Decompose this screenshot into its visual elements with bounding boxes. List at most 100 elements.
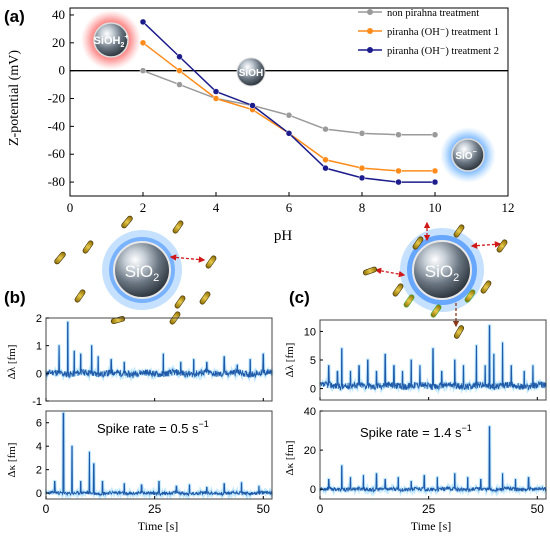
- svg-text:SiO2: SiO2: [425, 262, 459, 284]
- rod-particle: [453, 224, 465, 238]
- data-point: [395, 167, 402, 175]
- legend-marker: [367, 28, 373, 34]
- data-point: [395, 131, 402, 138]
- x-tick-label: 0: [67, 200, 74, 215]
- legend-marker: [367, 9, 373, 15]
- panel-a-label: (a): [4, 7, 25, 26]
- rod-particle: [403, 294, 415, 308]
- legend: non pirahna treatment piranha (OH⁻) treat…: [358, 8, 499, 57]
- trace-b-top: -1 0 1 2: [32, 313, 274, 408]
- panel-c-spike-rate: Spike rate = 1.4 s−1: [360, 423, 472, 440]
- rod-particle: [430, 304, 442, 318]
- rod-particle: [82, 240, 94, 254]
- rod-particle: [174, 295, 186, 309]
- data-point: [431, 131, 439, 138]
- panel-c-label: (c): [289, 288, 310, 307]
- distance-arrow: [169, 254, 206, 263]
- y-tick-label: 20: [52, 35, 65, 50]
- series-line-1: [142, 69, 435, 136]
- y-tick-label: 0: [59, 63, 66, 78]
- rod-particle: [172, 220, 184, 234]
- panel-c-top-ylabel: Δλ [fm]: [284, 343, 296, 378]
- panel-b-spike-rate: Spike rate = 0.5 s−1: [97, 419, 209, 436]
- panel-c-illustration: (c) SiO2: [289, 221, 508, 339]
- data-point: [358, 164, 366, 172]
- positive-species-label: SiOH: [94, 35, 121, 47]
- data-point: [176, 53, 183, 60]
- x-tick-label: 12: [502, 200, 515, 215]
- y-tick-label: 2: [36, 465, 42, 477]
- x-tick-label: 6: [286, 200, 293, 215]
- data-point: [176, 81, 183, 88]
- y-tick-label: 6: [36, 418, 42, 430]
- panel-c-spike-text: Spike rate = 1.4 s: [360, 425, 462, 440]
- x-tick-label: 0: [43, 502, 50, 516]
- svg-text:SiOH2+: SiOH2+: [94, 34, 129, 49]
- trace-c-bottom: 0 20 40 0 25 50: [304, 406, 548, 516]
- legend-label: piranha (OH⁻) treatment 2: [387, 46, 499, 57]
- data-point: [322, 164, 329, 172]
- rod-particle: [74, 289, 86, 303]
- x-tick-label: 25: [148, 502, 162, 516]
- panel-b-particle-label: SiO: [125, 262, 153, 281]
- negative-species-label: SiO: [455, 151, 472, 162]
- panel-a: (a) Z-potential (mV) pH 0 2 4 6 8 10 12 -80 -60 -…: [4, 7, 515, 244]
- rod-particle: [199, 291, 211, 305]
- data-point: [322, 156, 329, 164]
- negative-species-marker: SiO−: [440, 127, 496, 183]
- rod-particle: [362, 266, 378, 276]
- x-tick-label: 4: [213, 200, 220, 215]
- data-point: [212, 95, 220, 102]
- data-point: [431, 178, 439, 186]
- data-point: [285, 130, 293, 137]
- data-point: [431, 167, 439, 175]
- rod-particle: [205, 255, 217, 269]
- trace-frame: [45, 410, 273, 500]
- rod-particle: [54, 251, 66, 265]
- panel-c-bottom-ylabel: Δκ [fm]: [284, 441, 296, 476]
- rod-particle: [110, 316, 126, 324]
- y-tick-label: 4: [36, 441, 42, 453]
- legend-marker: [367, 47, 373, 53]
- rod-particle: [121, 215, 133, 229]
- y-tick-label: 0: [36, 368, 42, 380]
- negative-species-sup: −: [473, 149, 477, 156]
- zeta-potential-chart: 0 2 4 6 8 10 12 -80 -60 -40 -20 0 20 40 non pirahna tr…: [48, 7, 515, 215]
- trace-b-bottom: 0 2 4 6 0 25 50: [36, 410, 274, 516]
- y-tick-label: 0: [36, 488, 42, 500]
- trace-frame: [45, 317, 273, 402]
- x-tick-label: 50: [531, 502, 545, 516]
- trace-line: [319, 426, 547, 494]
- x-tick-label: 10: [429, 200, 442, 215]
- panel-b-spike-sup: −1: [199, 419, 209, 429]
- data-point: [139, 18, 147, 26]
- trace-c-top: 0 5 10: [304, 319, 548, 401]
- positive-species-sub: 2: [120, 42, 124, 49]
- panel-c-particle-sub: 2: [453, 272, 459, 284]
- y-tick-label: 0: [310, 484, 316, 496]
- y-tick-label: -20: [48, 91, 65, 106]
- panel-b-illustration: (b) SiO2: [4, 215, 217, 325]
- x-tick-label: 0: [317, 502, 324, 516]
- panel-b-particle-sub: 2: [153, 272, 159, 284]
- data-point: [285, 111, 293, 119]
- panel-a-xlabel: pH: [274, 228, 293, 244]
- data-point: [322, 125, 329, 133]
- data-point: [358, 174, 366, 182]
- data-point: [212, 88, 220, 95]
- rod-particle: [480, 280, 492, 294]
- svg-text:SiO−: SiO−: [455, 149, 476, 162]
- y-tick-label: 5: [310, 355, 316, 367]
- y-tick-label: 20: [304, 445, 316, 457]
- y-tick-label: 40: [52, 7, 65, 22]
- data-point: [395, 178, 402, 186]
- y-tick-label: 0: [310, 384, 316, 396]
- neutral-species-label: SiOH: [239, 68, 263, 79]
- rod-particle: [453, 325, 465, 339]
- y-tick-label: 2: [36, 313, 42, 325]
- panel-b-xlabel: Time [s]: [138, 519, 179, 533]
- x-tick-label: 2: [140, 200, 147, 215]
- y-tick-label: -40: [48, 118, 65, 133]
